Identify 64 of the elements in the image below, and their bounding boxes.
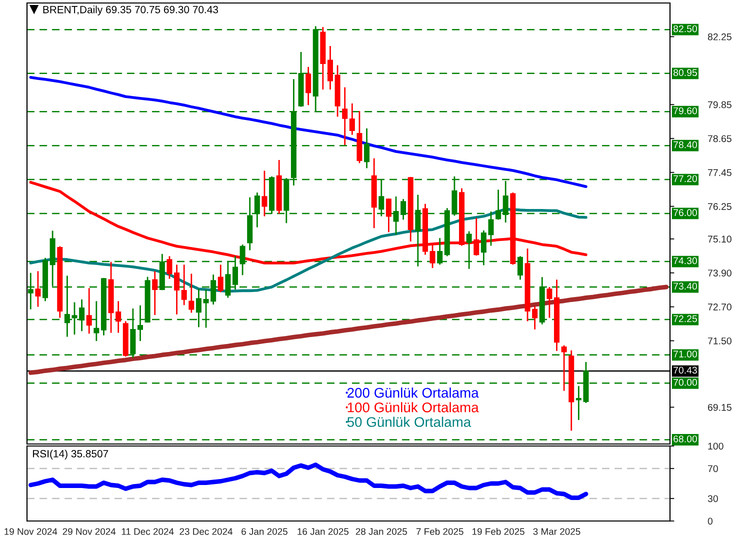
candlestick (174, 264, 180, 316)
y-tick-label: 100 (708, 442, 724, 450)
x-tick-label: 16 Jan 2025 (298, 528, 349, 535)
y-tick-label: 76.25 (708, 203, 732, 210)
chart-title: BRENT,Daily 69.35 70.75 69.30 70.43 (43, 6, 218, 16)
ref-line-label: 78.40 (674, 141, 698, 148)
ref-line-label: 80.95 (673, 69, 697, 76)
legend-label: 100 Günlük Ortalama (348, 402, 479, 412)
candlestick (86, 287, 92, 334)
ref-line-label: 76.00 (674, 209, 698, 216)
ref-line-label: 79.60 (674, 107, 698, 114)
candlestick (306, 66, 312, 106)
legend-label: 200 Günlük Ortalama (347, 388, 479, 398)
x-tick-label: 19 Feb 2025 (472, 528, 524, 535)
candlestick (35, 270, 41, 308)
candlestick (342, 86, 348, 146)
line-series (28, 462, 588, 500)
line-series (28, 284, 669, 375)
x-tick-label: 7 Feb 2025 (416, 528, 464, 535)
x-tick-label: 28 Jan 2025 (356, 528, 407, 535)
y-tick-label: 82.25 (708, 33, 732, 40)
x-tick-label: 23 Dec 2024 (180, 528, 233, 535)
legend-label: 50 Günlük Ortalama (347, 416, 472, 427)
y-tick-label: 73.90 (708, 270, 732, 276)
y-tick-label: 70 (708, 465, 718, 472)
line-series (29, 76, 588, 188)
candlestick (546, 286, 552, 319)
candlestick (327, 45, 333, 90)
candlestick (152, 270, 158, 316)
y-tick-label: 69.15 (708, 404, 732, 411)
y-tick-label: 0 (708, 518, 713, 525)
x-tick-label: 29 Nov 2024 (62, 528, 116, 535)
x-tick-label: 6 Jan 2025 (242, 528, 288, 535)
ref-line-label: 77.20 (674, 175, 698, 182)
candlestick (386, 198, 392, 233)
line-series (29, 180, 588, 264)
x-tick-label: 19 Nov 2024 (4, 528, 58, 535)
candlestick (561, 344, 567, 392)
ref-line-label: 72.25 (674, 315, 697, 322)
ref-line-label: 74.30 (674, 257, 698, 264)
ref-line-label: 70.00 (674, 378, 698, 386)
candlestick (218, 264, 224, 293)
ref-line-label: 70.43 (674, 366, 697, 374)
candlestick (262, 170, 268, 217)
y-tick-label: 78.65 (708, 135, 732, 142)
y-tick-label: 72.70 (708, 304, 732, 310)
ref-line-label: 68.00 (674, 435, 698, 442)
chart-title: RSI(14) 35.8507 (33, 450, 108, 460)
candlestick (349, 102, 355, 136)
candlestick (474, 217, 480, 256)
y-tick-label: 30 (708, 495, 718, 502)
y-tick-label: 79.85 (708, 101, 732, 108)
candlestick (364, 128, 370, 169)
ref-line-label: 73.40 (674, 282, 698, 290)
ref-line-label: 71.00 (674, 350, 698, 358)
ref-line-label: 82.50 (673, 25, 698, 32)
x-tick-label: 3 Mar 2025 (533, 528, 580, 535)
y-tick-label: 75.10 (708, 236, 732, 243)
y-tick-label: 77.45 (708, 169, 732, 176)
candlestick (188, 273, 194, 314)
y-tick-label: 71.50 (708, 337, 732, 344)
x-tick-label: 11 Dec 2024 (122, 528, 174, 535)
candlestick (181, 264, 187, 306)
candlestick (166, 255, 172, 280)
